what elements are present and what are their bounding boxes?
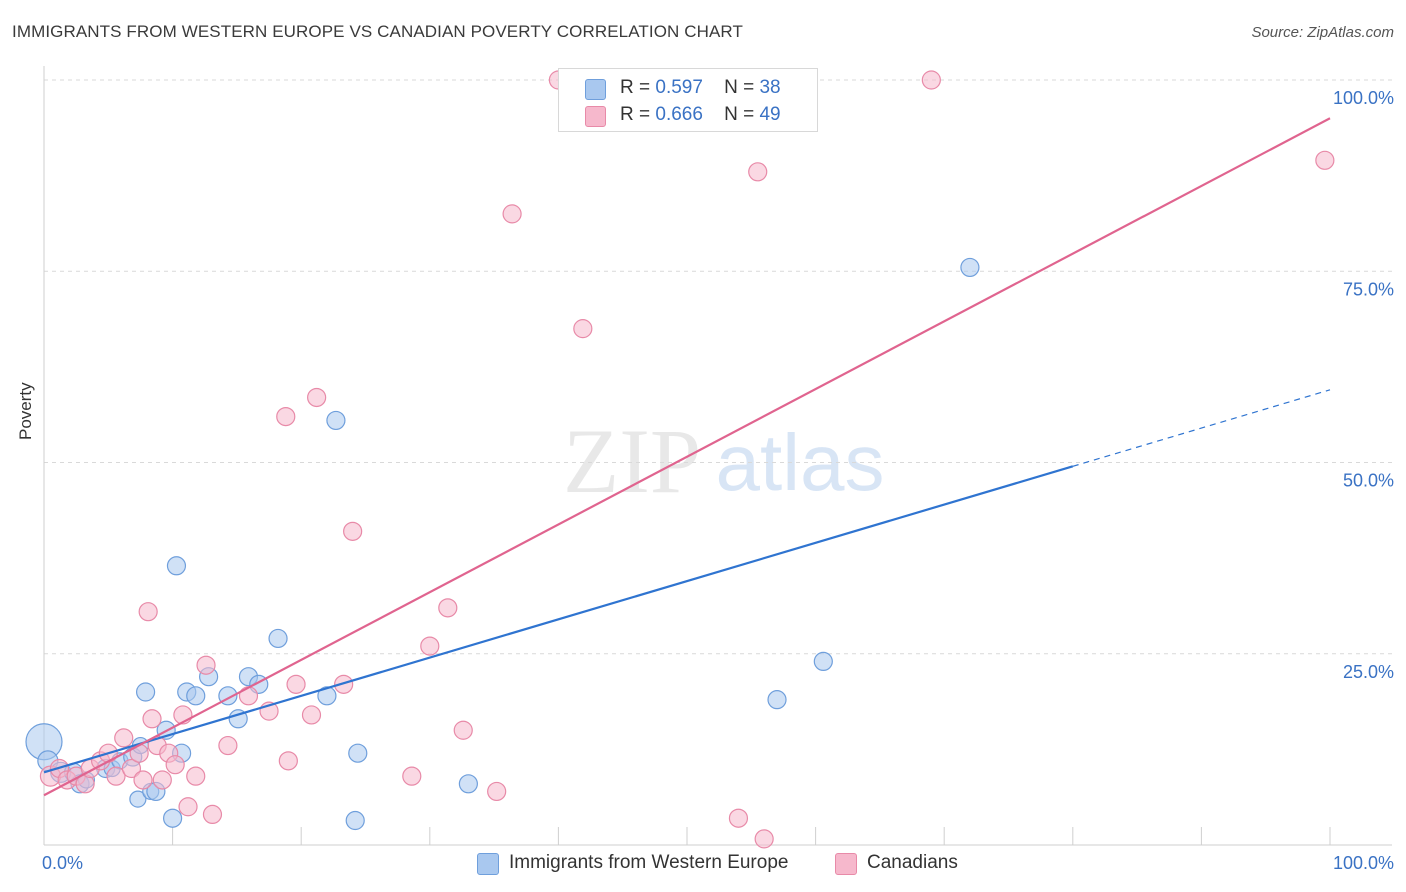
legend-r-label: R = [620, 104, 651, 125]
pink-point [573, 319, 593, 339]
y-tick-label: 50.0% [1343, 471, 1394, 491]
blue-point [129, 790, 147, 808]
pink-point [202, 804, 223, 825]
pink-point [142, 709, 162, 729]
blue-point [348, 743, 368, 763]
legend-r-value: 0.666 [655, 104, 703, 125]
legend-r-label: R = [620, 77, 651, 98]
blue-point [767, 690, 787, 710]
pink-point [420, 636, 440, 656]
y-tick-label: 25.0% [1343, 662, 1394, 682]
pink-point [133, 770, 153, 790]
correlation-legend: R = 0.597 N = 38 R = 0.666 N = 49 [558, 68, 818, 132]
blue-point [135, 682, 156, 702]
pink-point [286, 674, 306, 694]
blue-point [317, 686, 337, 706]
pink-point [754, 829, 774, 849]
pink-point [748, 162, 768, 182]
y-tick-label: 75.0% [1343, 279, 1394, 299]
y-axis-label: Poverty [16, 382, 35, 440]
pink-point [921, 70, 941, 90]
pink-point [121, 758, 142, 779]
blue-point [163, 808, 183, 828]
blue-point [345, 810, 365, 831]
pink-point [218, 735, 238, 756]
pink-point [276, 407, 296, 427]
bottom-legend-swatch-pink [835, 853, 857, 875]
blue-trend-line [43, 465, 1074, 774]
y-tick-label: 100.0% [1333, 88, 1394, 108]
pink-point [196, 655, 216, 675]
pink-point [728, 808, 749, 828]
legend-n-value: 49 [759, 104, 781, 125]
pink-point [186, 766, 206, 786]
pink-point [343, 521, 363, 541]
pink-point [402, 766, 422, 786]
chart-title: IMMIGRANTS FROM WESTERN EUROPE VS CANADI… [12, 22, 743, 41]
pink-point [502, 204, 522, 224]
pink-point [152, 770, 172, 790]
pink-point [307, 387, 327, 408]
pink-point [106, 766, 126, 786]
source-label: Source: ZipAtlas.com [1251, 24, 1394, 41]
pink-point [453, 720, 473, 740]
pink-point [438, 598, 458, 618]
bottom-legend-label: Canadians [867, 852, 958, 873]
legend-n-label: N = [724, 77, 755, 98]
legend-r-value: 0.597 [655, 77, 703, 98]
bottom-legend-label: Immigrants from Western Europe [509, 852, 789, 873]
blue-point [326, 410, 346, 431]
x-tick-label: 0.0% [42, 853, 83, 873]
pink-point [301, 705, 322, 725]
pink-point [165, 755, 185, 775]
pink-point [178, 797, 198, 817]
legend-swatch-blue [585, 79, 606, 100]
blue-point [166, 556, 187, 576]
pink-point [238, 686, 259, 706]
bottom-legend-swatch-blue [477, 853, 499, 875]
pink-point [1315, 150, 1335, 170]
pink-point [114, 728, 134, 748]
legend-n-value: 38 [759, 77, 781, 98]
legend-swatch-pink [585, 106, 606, 127]
blue-point [458, 774, 478, 794]
pink-point [138, 602, 158, 622]
legend-n-label: N = [724, 104, 755, 125]
x-tick-label: 100.0% [1333, 853, 1394, 873]
blue-trend-extension [1072, 389, 1331, 467]
pink-trend-line [43, 117, 1331, 797]
blue-point [186, 686, 206, 706]
pink-point [278, 751, 298, 771]
pink-point [487, 781, 507, 802]
blue-point [960, 257, 980, 278]
blue-point [813, 651, 833, 672]
blue-point [268, 628, 288, 649]
